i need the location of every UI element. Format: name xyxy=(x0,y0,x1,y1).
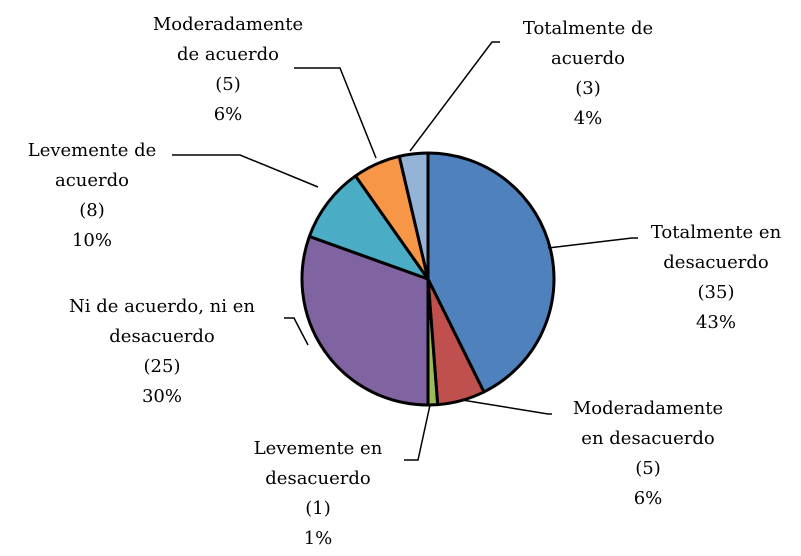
count-label: (1) xyxy=(305,498,331,519)
percent-label: 6% xyxy=(633,488,663,509)
category-label: Totalmente en desacuerdo xyxy=(650,222,782,273)
percent-label: 4% xyxy=(573,108,603,129)
category-label: Levemente en desacuerdo xyxy=(253,438,383,489)
count-label: (5) xyxy=(215,74,241,95)
leader-line xyxy=(284,317,309,346)
percent-label: 30% xyxy=(141,386,182,407)
count-label: (5) xyxy=(635,458,661,479)
count-label: (25) xyxy=(143,356,181,377)
percent-label: 10% xyxy=(71,230,112,251)
data-label: Moderadamente en desacuerdo (5) 6% xyxy=(568,394,728,514)
pie-slice xyxy=(426,151,556,394)
leader-line xyxy=(461,399,552,415)
count-label: (8) xyxy=(79,200,105,221)
data-label: Totalmente de acuerdo (3) 4% xyxy=(508,14,668,134)
data-label: Totalmente en desacuerdo (35) 43% xyxy=(631,218,801,338)
count-label: (3) xyxy=(575,78,601,99)
leader-line xyxy=(409,41,500,152)
category-label: Moderadamente en desacuerdo xyxy=(572,398,724,449)
leader-line xyxy=(404,404,431,461)
percent-label: 1% xyxy=(303,528,333,549)
leader-line xyxy=(172,154,319,188)
percent-label: 6% xyxy=(213,104,243,125)
count-label: (35) xyxy=(697,282,735,303)
category-label: Totalmente de acuerdo xyxy=(522,18,654,69)
category-label: Levemente de acuerdo xyxy=(27,140,157,191)
pie-slice xyxy=(397,151,430,281)
pie-slice xyxy=(300,234,430,407)
leader-line xyxy=(547,237,638,249)
leader-line xyxy=(294,67,377,159)
category-label: Ni de acuerdo, ni en desacuerdo xyxy=(69,296,255,347)
data-label: Ni de acuerdo, ni en desacuerdo (25) 30% xyxy=(65,292,260,412)
percent-label: 43% xyxy=(695,312,736,333)
data-label: Levemente en desacuerdo (1) 1% xyxy=(243,434,393,554)
data-label: Moderadamente de acuerdo (5) 6% xyxy=(148,10,308,130)
category-label: Moderadamente de acuerdo xyxy=(152,14,304,65)
data-label: Levemente de acuerdo (8) 10% xyxy=(22,136,162,256)
